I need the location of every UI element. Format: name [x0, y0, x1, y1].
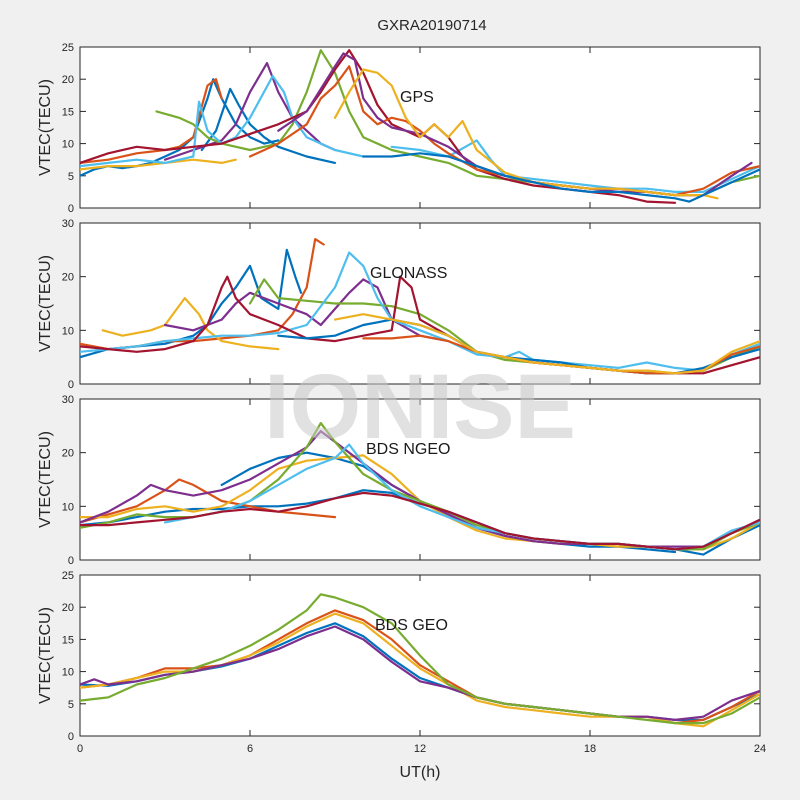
series-line [333, 68, 719, 200]
y-tick-label: 5 [68, 171, 74, 183]
y-tick-label: 5 [68, 699, 74, 711]
y-tick-label: 25 [62, 42, 74, 54]
panel-annotation: GPS [400, 89, 434, 106]
series-line [101, 297, 280, 351]
y-tick-label: 20 [62, 448, 74, 460]
x-tick-label: 18 [584, 743, 596, 755]
y-tick-label: 0 [68, 731, 74, 743]
series-line [80, 478, 337, 524]
y-tick-label: 30 [62, 394, 74, 406]
series-group [80, 238, 760, 375]
series-group [80, 422, 760, 556]
panels: 0 5 10 15 20 25 GPS VTEC(TECU) 0 10 20 30 GLONASS VTE… [37, 42, 766, 755]
axes-frame [79, 46, 761, 209]
x-tick-label: 0 [77, 743, 83, 755]
y-axis-label: VTEC(TECU) [37, 79, 54, 176]
y-tick-label: 0 [68, 379, 74, 391]
y-tick-label: 20 [62, 74, 74, 86]
x-axis-label: UT(h) [400, 764, 441, 781]
series-line [163, 278, 450, 343]
series-line [200, 87, 337, 164]
series-group [80, 593, 760, 728]
panel-annotation: BDS NGEO [366, 441, 450, 458]
panel-gps: 0 5 10 15 20 25 GPS VTEC(TECU) [37, 42, 761, 215]
y-tick-label: 25 [62, 570, 74, 582]
panel-glonass: 0 10 20 30 GLONASS VTEC(TECU) [37, 218, 761, 391]
y-tick-label: 10 [62, 325, 74, 337]
y-tick-label: 20 [62, 272, 74, 284]
y-tick-label: 10 [62, 667, 74, 679]
panel-annotation: GLONASS [370, 265, 447, 282]
series-group [80, 49, 760, 204]
y-axis-label: VTEC(TECU) [37, 607, 54, 704]
series-line [80, 593, 760, 725]
y-tick-label: 15 [62, 106, 74, 118]
y-axis-label: VTEC(TECU) [37, 255, 54, 352]
y-tick-label: 30 [62, 218, 74, 230]
y-tick-label: 10 [62, 501, 74, 513]
y-tick-label: 15 [62, 634, 74, 646]
chart-title: GXRA20190714 [377, 17, 486, 34]
series-line [80, 251, 760, 372]
axes-frame [79, 222, 761, 385]
y-tick-label: 0 [68, 203, 74, 215]
watermark: IONISE [264, 356, 576, 458]
series-line [80, 625, 760, 722]
x-tick-label: 6 [247, 743, 253, 755]
y-tick-label: 20 [62, 602, 74, 614]
y-axis-label: VTEC(TECU) [37, 431, 54, 528]
series-line [80, 78, 223, 164]
panel-bds-geo: 0 5 10 15 20 25 0 6 12 18 24 BDS GEO VTEC(TECU) [37, 570, 766, 755]
panel-annotation: BDS GEO [375, 617, 448, 634]
panel-bds-ngeo: 0 10 20 30 BDS NGEO VTEC(TECU) [37, 394, 761, 567]
y-tick-label: 0 [68, 555, 74, 567]
y-tick-label: 10 [62, 139, 74, 151]
series-line [333, 313, 760, 375]
series-line [80, 491, 760, 551]
x-tick-label: 24 [754, 743, 766, 755]
series-line [362, 152, 760, 203]
x-tick-label: 12 [414, 743, 426, 755]
